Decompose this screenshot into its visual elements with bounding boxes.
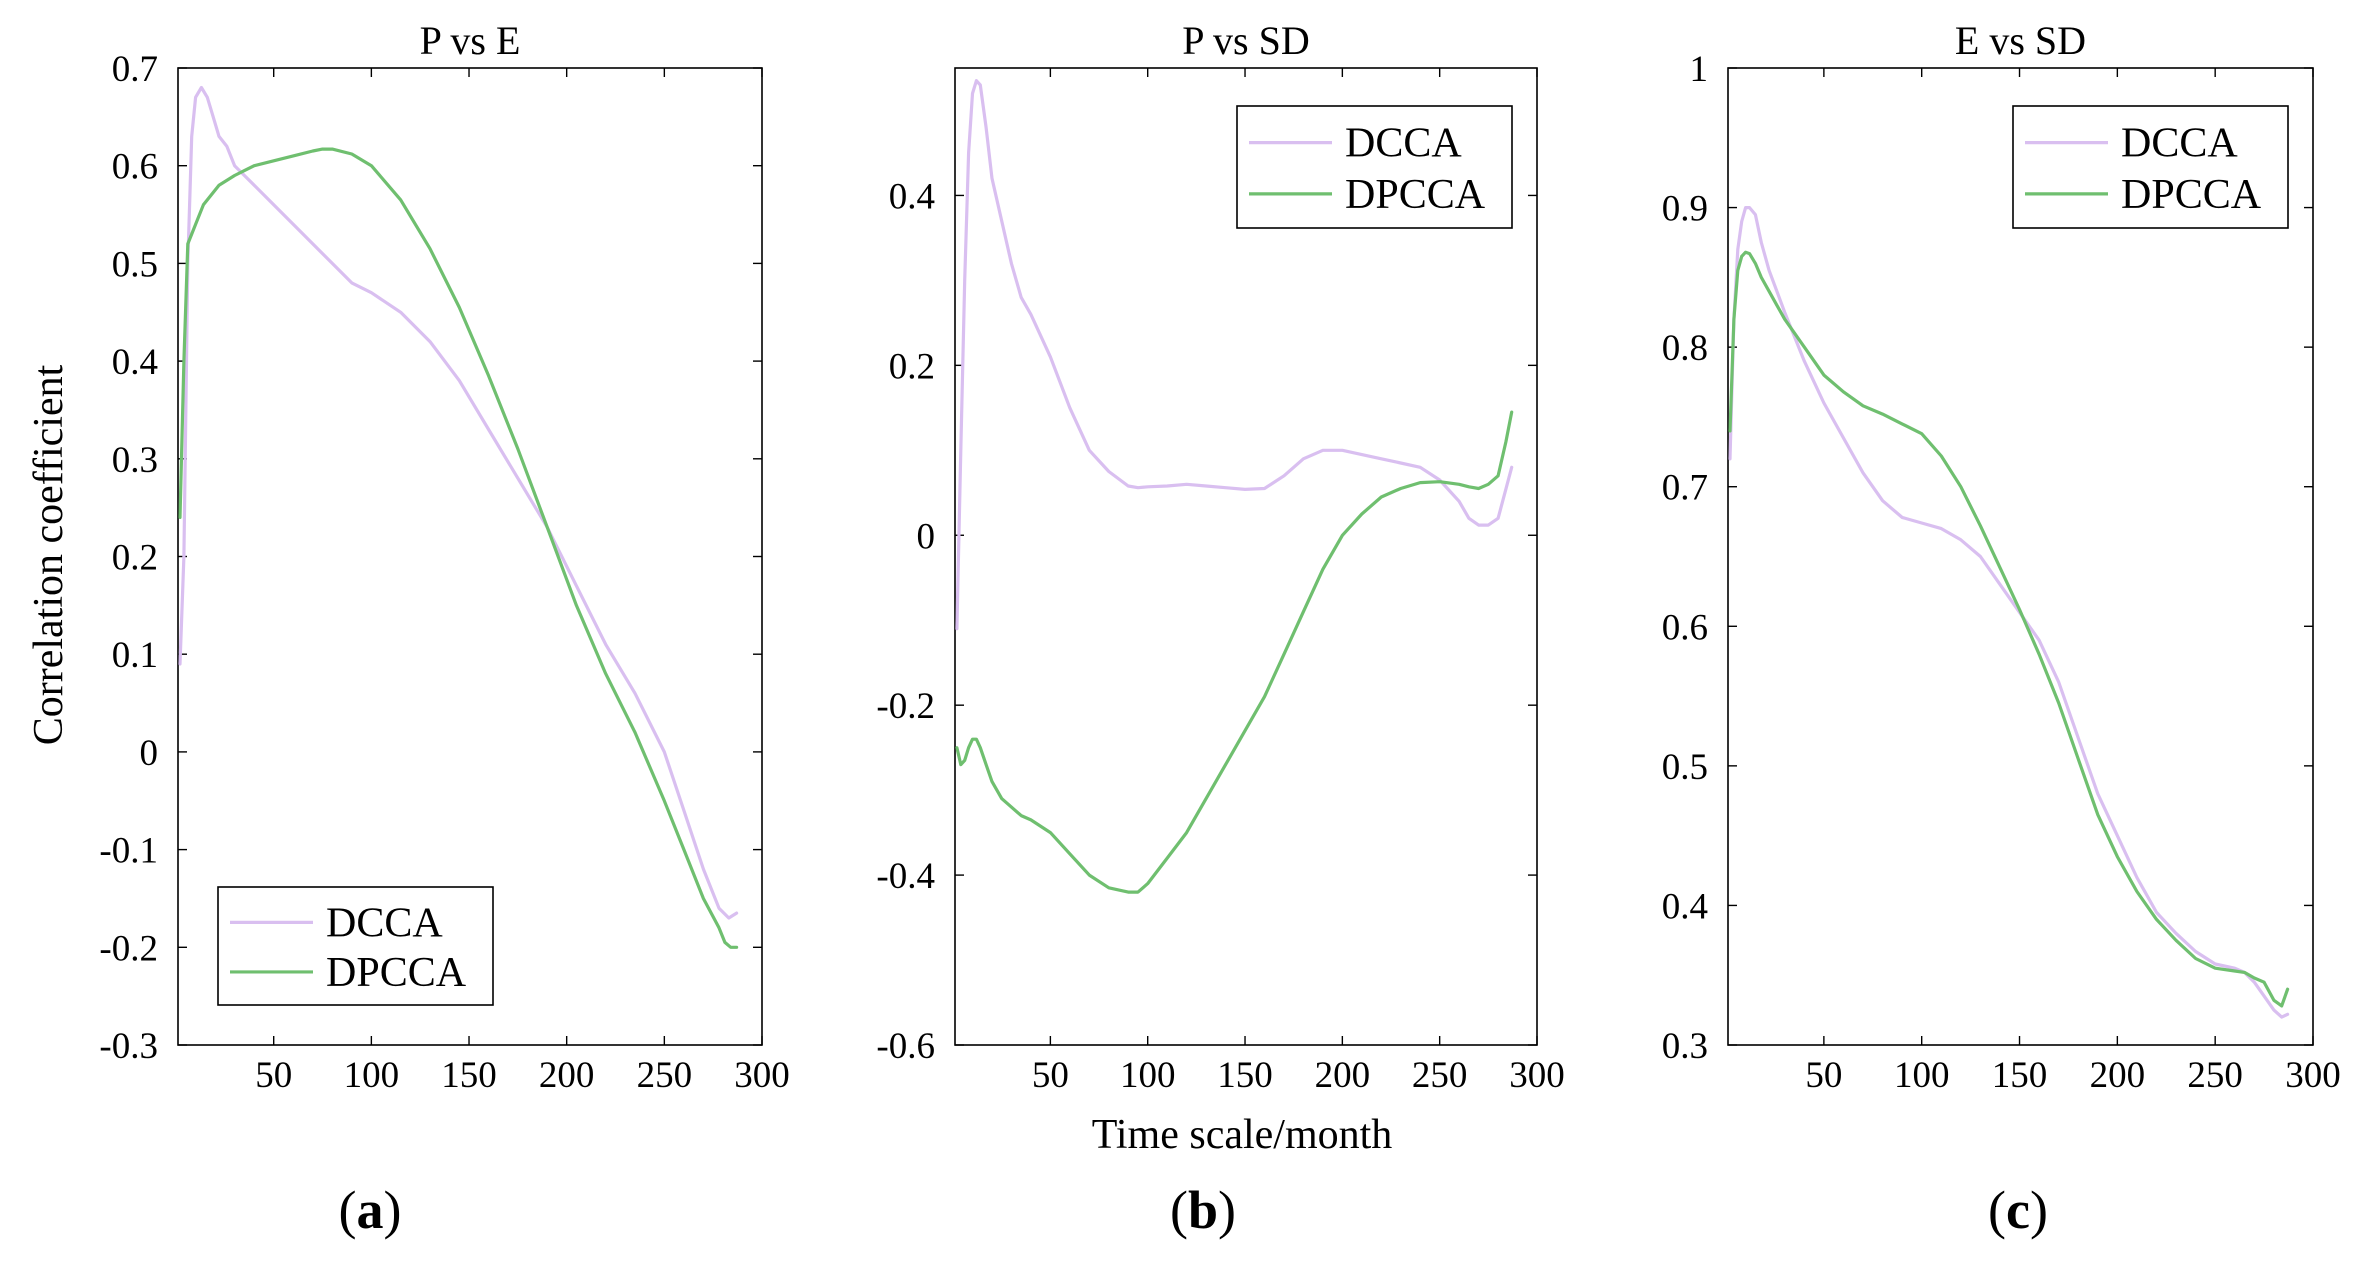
y-tick-label: -0.2 (876, 686, 935, 727)
legend-box (1236, 105, 1513, 229)
panel-title: E vs SD (1955, 18, 2086, 63)
y-tick-label: 0 (917, 516, 936, 557)
y-tick-label: 0.1 (112, 635, 158, 676)
x-tick-label: 200 (539, 1055, 595, 1096)
y-tick-label: 0.7 (112, 49, 158, 90)
panel-b: 50 100 150 200 250 300 -0.6 -0.4 -0.2 0 0.2 0.4 P vs… (876, 18, 1564, 1240)
legend-box (217, 886, 494, 1006)
y-tick-label: 0.5 (112, 244, 158, 285)
x-tick-label: 200 (2090, 1055, 2146, 1096)
panel-a: 50 100 150 200 250 300 -0.3 -0.2 -0.1 0 0.1 0.2 0.3 0… (99, 18, 789, 1240)
x-tick-label: 300 (734, 1055, 790, 1096)
y-tick-label: 0.9 (1662, 189, 1708, 230)
x-tick-label: 300 (1509, 1055, 1565, 1096)
x-tick-label: 250 (2187, 1055, 2243, 1096)
legend-label-dcca: DCCA (2121, 121, 2238, 167)
x-tick-label: 250 (637, 1055, 693, 1096)
plot-area-frame (1727, 67, 2314, 1046)
legend: DCCA DPCCA (2012, 105, 2289, 229)
y-tick-label: 0 (140, 733, 159, 774)
panel-title: P vs SD (1182, 18, 1309, 63)
y-tick-label: 0.2 (112, 538, 158, 579)
y-tick-label: 0.4 (889, 176, 935, 217)
x-tick-label: 50 (1805, 1055, 1842, 1096)
series-line-dcca (178, 85, 739, 920)
y-tick-label: 1 (1690, 49, 1709, 90)
series-line-dpcca (178, 147, 739, 949)
legend-label-dcca: DCCA (1345, 121, 1462, 167)
y-tick-label: 0.2 (889, 346, 935, 387)
legend-label-dpcca: DPCCA (1345, 172, 1486, 218)
y-tick-label: -0.1 (99, 831, 158, 872)
y-tick-label: -0.2 (99, 928, 158, 969)
y-tick-label: 0.3 (112, 440, 158, 481)
y-tick-label: 0.7 (1662, 468, 1708, 509)
series-line-dpcca (955, 410, 1514, 894)
x-axis-label: Time scale/month (1092, 1112, 1393, 1158)
panel-letter: (a) (339, 1180, 402, 1240)
y-tick-label: -0.4 (876, 856, 935, 897)
panel-letter: (b) (1170, 1180, 1236, 1240)
x-tick-label: 150 (441, 1055, 497, 1096)
series-line-dpcca (1728, 250, 2290, 1008)
x-tick-label: 300 (2285, 1055, 2341, 1096)
legend: DCCA DPCCA (1236, 105, 1513, 229)
x-tick-label: 50 (255, 1055, 292, 1096)
x-tick-label: 100 (1120, 1055, 1176, 1096)
y-tick-label: 0.8 (1662, 328, 1708, 369)
plot-area-frame (954, 67, 1538, 1046)
legend-label-dcca: DCCA (326, 900, 443, 946)
series-line-dcca (955, 79, 1514, 631)
y-tick-label: 0.6 (112, 147, 158, 188)
y-tick-label: 0.6 (1662, 607, 1708, 648)
y-tick-label: -0.3 (99, 1026, 158, 1067)
x-tick-label: 200 (1315, 1055, 1371, 1096)
y-axis-label: Correlation coefficient (26, 364, 72, 745)
y-tick-label: -0.6 (876, 1026, 935, 1067)
legend-label-dpcca: DPCCA (326, 950, 467, 996)
x-tick-label: 150 (1992, 1055, 2048, 1096)
y-tick-label: 0.3 (1662, 1026, 1708, 1067)
series-line-dcca (1728, 206, 2290, 1019)
x-tick-label: 150 (1217, 1055, 1273, 1096)
x-tick-label: 50 (1032, 1055, 1069, 1096)
x-tick-label: 100 (344, 1055, 400, 1096)
panel-title: P vs E (420, 18, 521, 63)
legend-box (2012, 105, 2289, 229)
x-tick-label: 100 (1894, 1055, 1950, 1096)
x-tick-label: 250 (1412, 1055, 1468, 1096)
panel-c: 50 100 150 200 250 300 0.3 0.4 0.5 0.6 0.7 0.8 0.9 1 E… (1662, 18, 2341, 1240)
chart-panels: 50 100 150 200 250 300-0.3-0.2-0.100.10.20.30… (99, 18, 2340, 1240)
panel-letter: (c) (1988, 1180, 2048, 1240)
y-tick-label: 0.4 (112, 342, 158, 383)
y-tick-label: 0.5 (1662, 747, 1708, 788)
y-tick-label: 0.4 (1662, 886, 1708, 927)
legend-label-dpcca: DPCCA (2121, 172, 2262, 218)
